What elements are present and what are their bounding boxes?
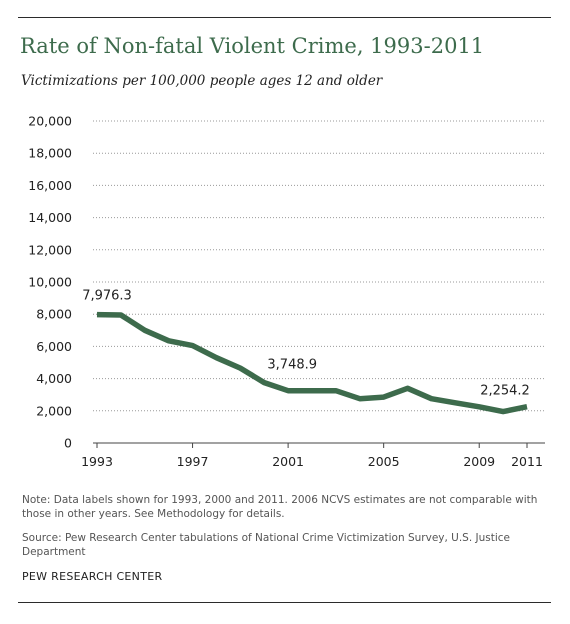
bottom-rule (18, 602, 551, 603)
x-tick-label: 1993 (81, 454, 113, 469)
data-label: 7,976.3 (82, 289, 132, 304)
data-label: 3,748.9 (267, 358, 317, 373)
x-tick-label: 2009 (463, 454, 495, 469)
y-tick-label: 0 (64, 436, 72, 451)
chart-title: Rate of Non-fatal Violent Crime, 1993-20… (20, 34, 485, 58)
organization-name: PEW RESEARCH CENTER (22, 570, 163, 583)
y-tick-label: 6,000 (36, 339, 72, 354)
y-tick-label: 18,000 (28, 146, 72, 161)
y-tick-label: 10,000 (28, 275, 72, 290)
footnote: Note: Data labels shown for 1993, 2000 a… (22, 494, 538, 520)
y-tick-label: 14,000 (28, 210, 72, 225)
data-label: 2,254.2 (480, 384, 530, 399)
chart-subtitle: Victimizations per 100,000 people ages 1… (21, 73, 383, 89)
y-tick-label: 8,000 (36, 307, 72, 322)
top-rule (18, 17, 551, 18)
x-tick-label: 2005 (368, 454, 400, 469)
line-chart: 0 2,000 4,000 6,000 8,000 10,000 12,000 14,000 1… (28, 114, 545, 469)
y-tick-label: 20,000 (28, 114, 72, 129)
source-note: Source: Pew Research Center tabulations … (22, 532, 511, 558)
y-tick-label: 16,000 (28, 178, 72, 193)
y-tick-label: 12,000 (28, 242, 72, 257)
y-tick-label: 4,000 (36, 371, 72, 386)
x-tick-label: 2001 (272, 454, 304, 469)
x-tick-label: 1997 (177, 454, 209, 469)
x-tick-label: 2011 (511, 454, 543, 469)
series-line (96, 311, 528, 415)
y-tick-label: 2,000 (36, 403, 72, 418)
